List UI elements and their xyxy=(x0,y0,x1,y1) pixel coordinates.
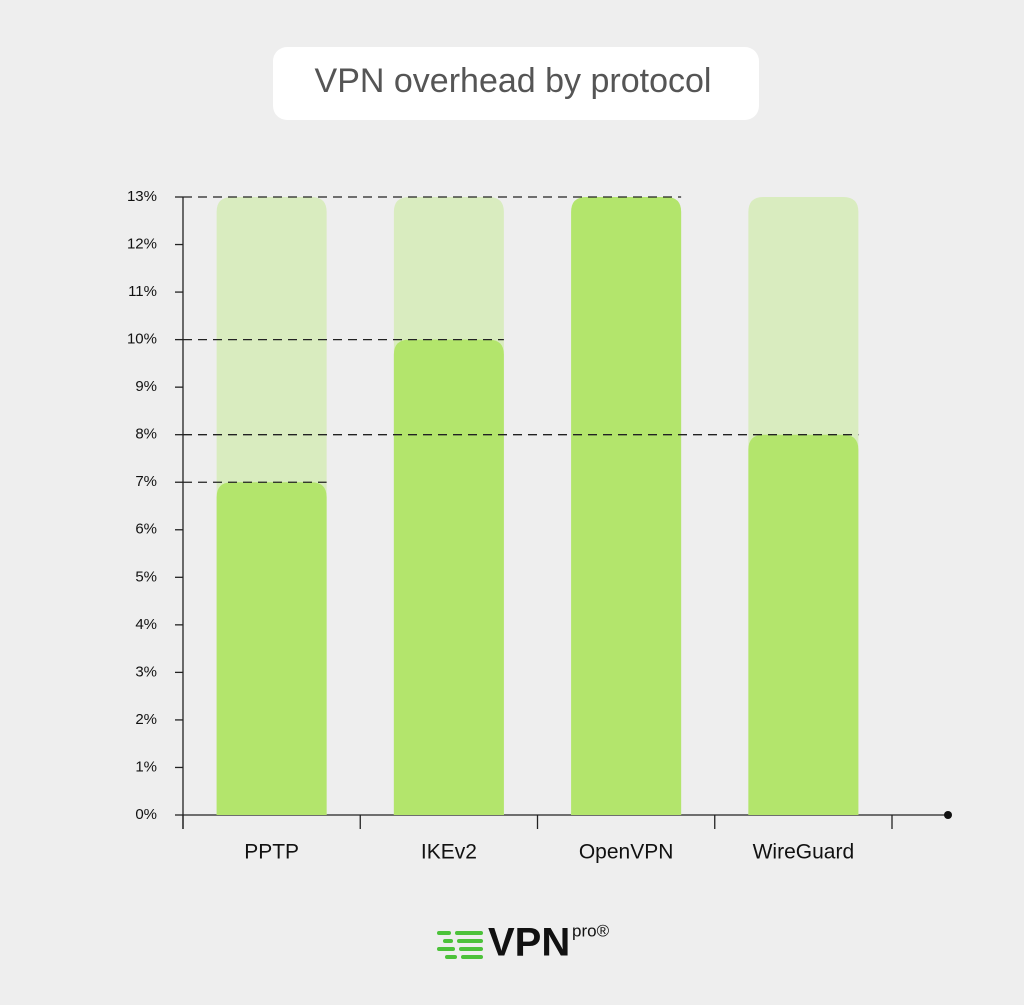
plot-area: 0% 1% 2% 3% 4% 5% 6% 7% 8% 9% 10% 11% 12% 13% PPTP IKEv… xyxy=(127,188,952,864)
y-tick-label: 4% xyxy=(135,616,157,633)
title-box xyxy=(273,47,759,120)
bar xyxy=(571,197,682,815)
y-tick-label: 7% xyxy=(135,473,157,490)
y-tick-label: 5% xyxy=(135,568,157,585)
y-tick-label: 2% xyxy=(135,711,157,728)
x-tick-label: IKEv2 xyxy=(421,841,477,864)
y-tick-label: 6% xyxy=(135,521,157,538)
y-tick-label: 12% xyxy=(127,236,157,253)
x-tick-label: WireGuard xyxy=(753,841,855,864)
y-tick-label: 8% xyxy=(135,426,157,443)
y-tick-label: 9% xyxy=(135,378,157,395)
y-tick-label: 13% xyxy=(127,188,157,205)
bar xyxy=(748,434,859,815)
x-tick-label: PPTP xyxy=(244,841,299,864)
logo-sup: pro® xyxy=(572,921,610,940)
logo-text: VPN xyxy=(488,921,570,965)
chart-title: VPN overhead by protocol xyxy=(315,62,712,100)
x-tick-label: OpenVPN xyxy=(579,841,674,864)
logo: VPN pro® xyxy=(437,921,610,965)
y-tick-label: 11% xyxy=(128,283,157,300)
y-tick-label: 3% xyxy=(135,663,157,680)
bar xyxy=(216,482,327,815)
y-tick-label: 10% xyxy=(127,331,157,348)
y-tick-label: 0% xyxy=(135,806,157,823)
logo-icon xyxy=(437,931,483,959)
y-tick-label: 1% xyxy=(135,758,157,775)
axis-end-dot xyxy=(944,811,952,819)
bar xyxy=(393,339,504,815)
